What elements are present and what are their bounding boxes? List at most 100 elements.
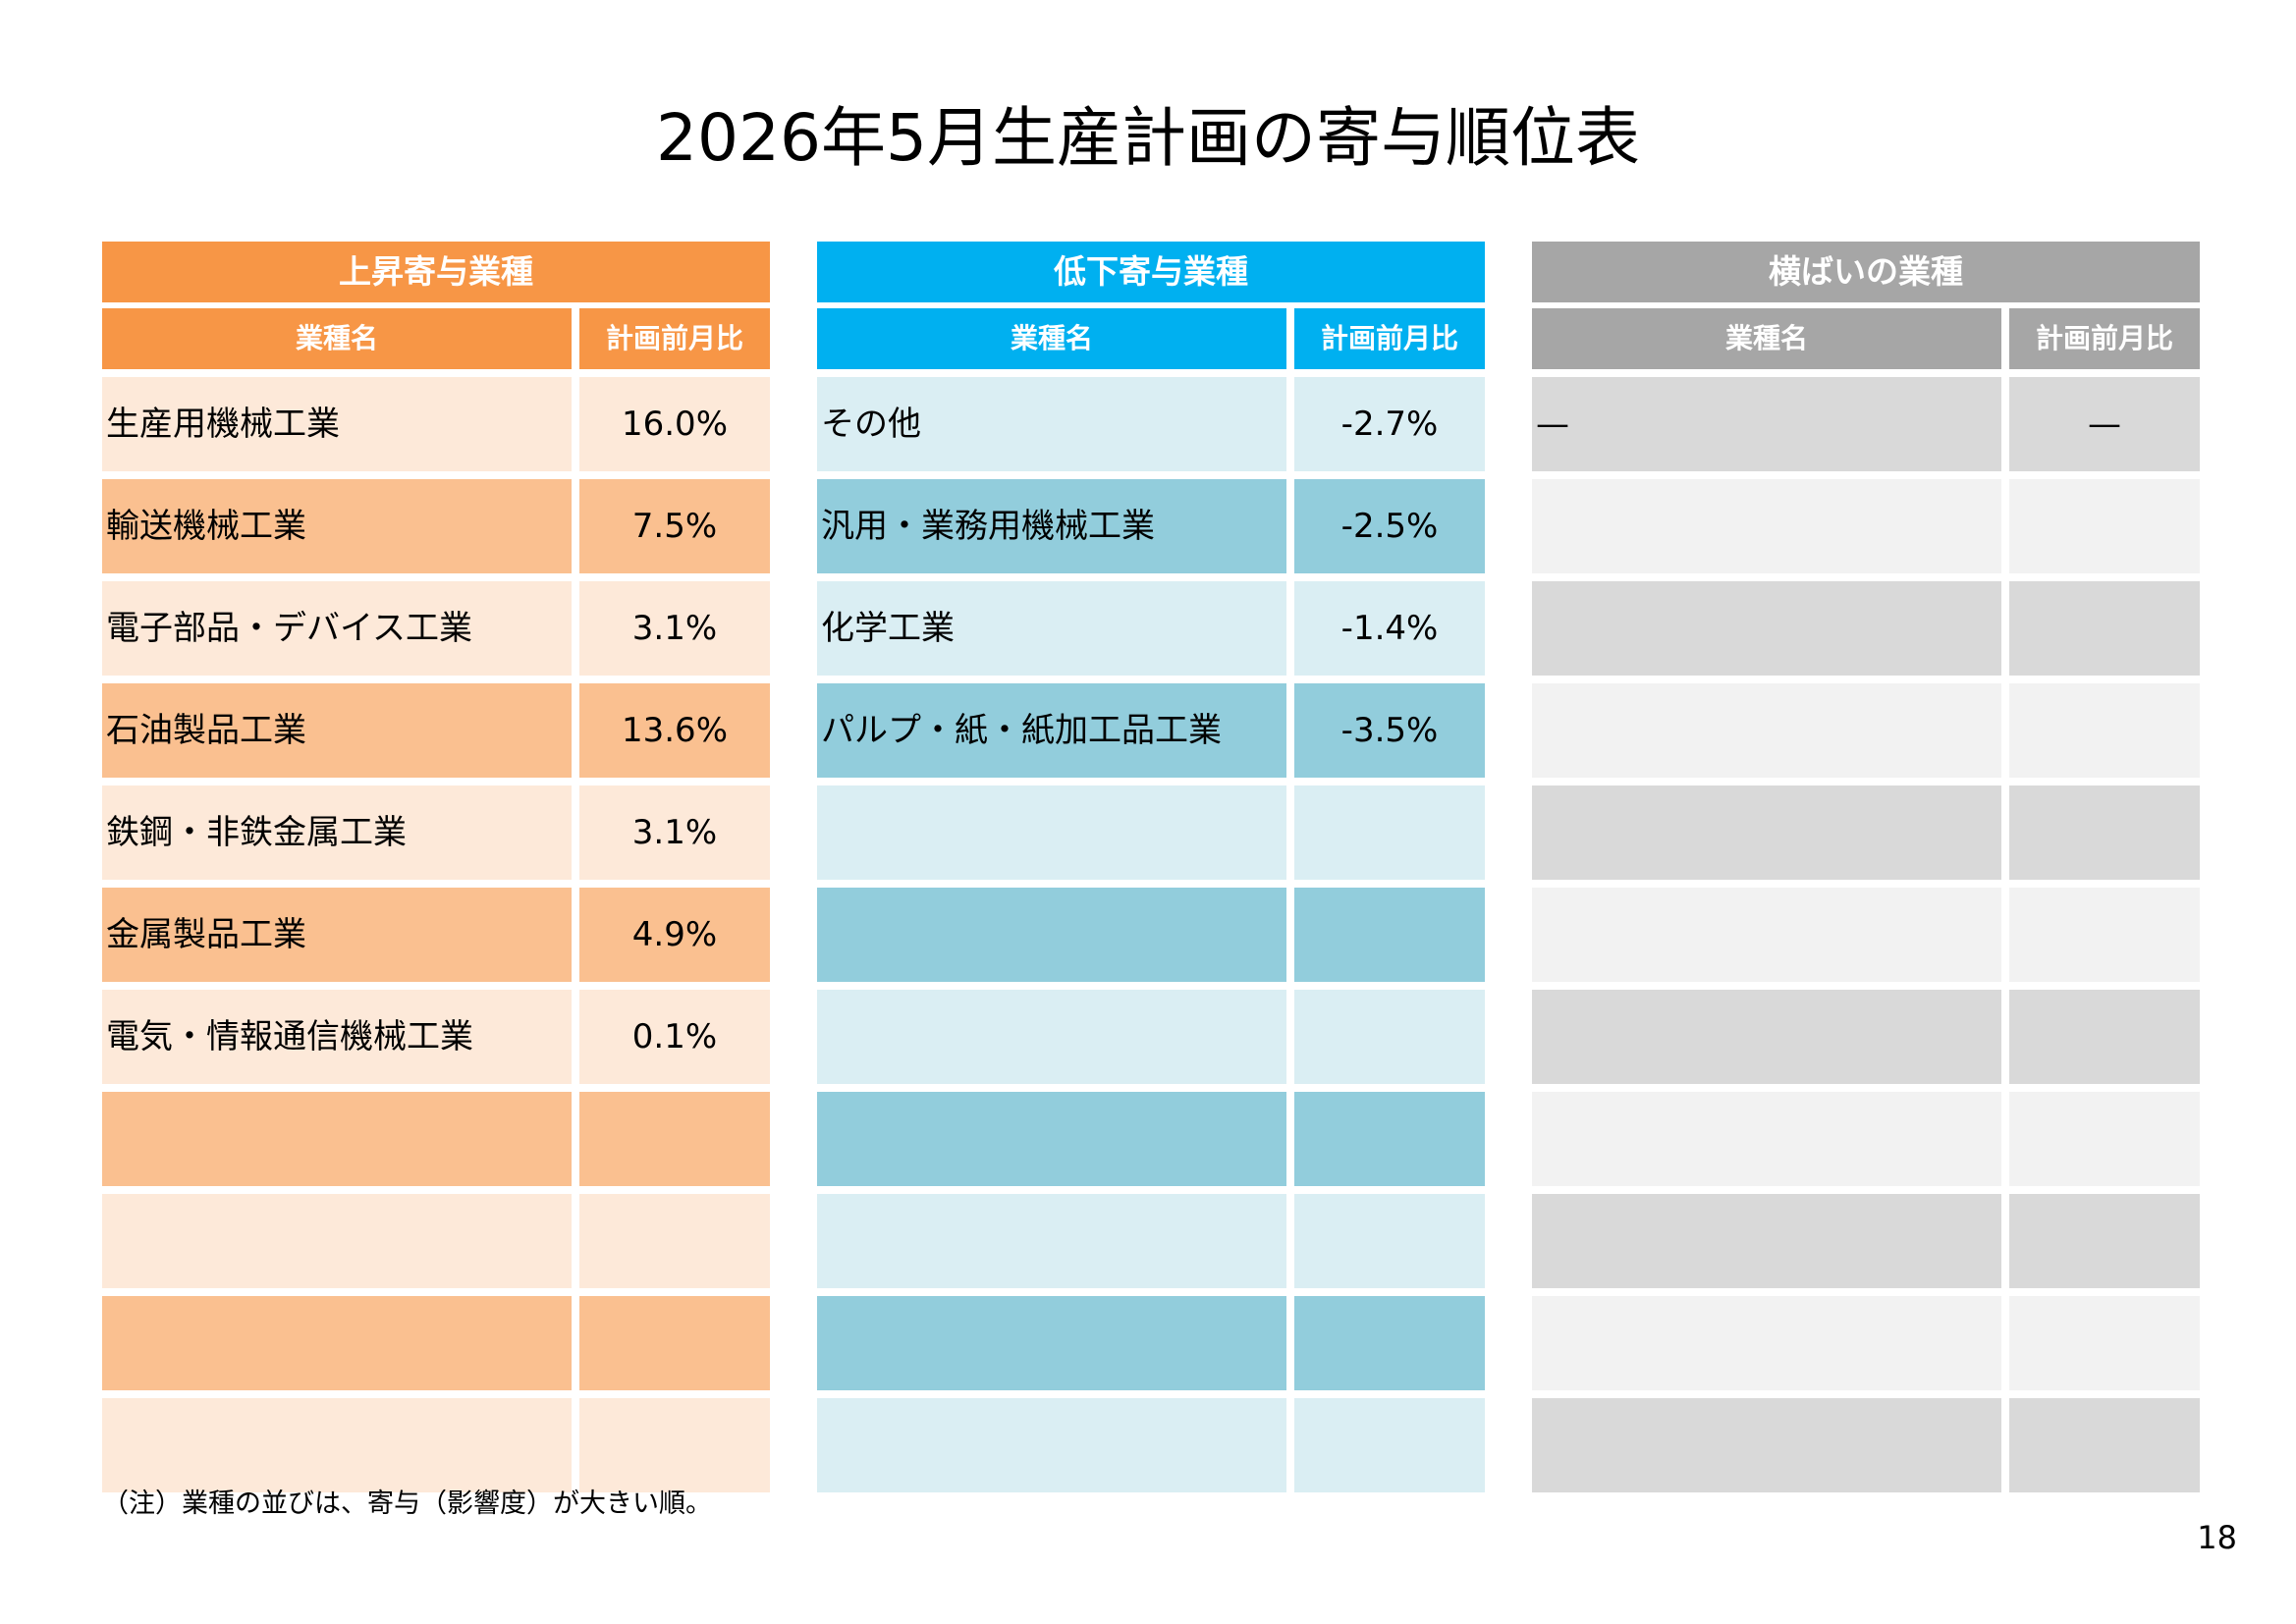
table-row bbox=[1532, 479, 2200, 573]
fall-col-name: 業種名 bbox=[817, 308, 1286, 369]
industry-name-cell bbox=[1532, 990, 2001, 1084]
flat-panel: 横ばいの業種 業種名 計画前月比 — — bbox=[1532, 242, 2200, 1492]
table-row bbox=[817, 1398, 1485, 1492]
industry-name-cell bbox=[817, 1194, 1286, 1288]
table-row bbox=[817, 990, 1485, 1084]
plan-change-cell bbox=[2009, 785, 2200, 880]
plan-change-cell bbox=[579, 1092, 770, 1186]
plan-change-cell bbox=[1294, 1092, 1485, 1186]
fall-rows: その他 -2.7% 汎用・業務用機械工業 -2.5% 化学工業 -1.4% パルプ・紙・紙加… bbox=[817, 377, 1485, 1492]
table-row: 鉄鋼・非鉄金属工業 3.1% bbox=[102, 785, 770, 880]
industry-name-cell bbox=[1532, 683, 2001, 778]
flat-col-value: 計画前月比 bbox=[2009, 308, 2200, 369]
table-row bbox=[1532, 1398, 2200, 1492]
plan-change-cell bbox=[2009, 1194, 2200, 1288]
industry-name-cell: 生産用機械工業 bbox=[102, 377, 572, 471]
table-row bbox=[1532, 1092, 2200, 1186]
table-row: 生産用機械工業 16.0% bbox=[102, 377, 770, 471]
industry-name-cell: 鉄鋼・非鉄金属工業 bbox=[102, 785, 572, 880]
plan-change-cell bbox=[579, 1194, 770, 1288]
plan-change-cell bbox=[2009, 581, 2200, 676]
industry-name-cell bbox=[817, 1296, 1286, 1390]
table-row bbox=[1532, 1194, 2200, 1288]
plan-change-cell: -2.5% bbox=[1294, 479, 1485, 573]
plan-change-cell bbox=[579, 1296, 770, 1390]
industry-name-cell bbox=[1532, 479, 2001, 573]
fall-column-header: 業種名 計画前月比 bbox=[817, 308, 1485, 369]
rise-panel-heading: 上昇寄与業種 bbox=[102, 242, 770, 302]
plan-change-cell bbox=[1294, 785, 1485, 880]
plan-change-cell: -2.7% bbox=[1294, 377, 1485, 471]
rise-panel: 上昇寄与業種 業種名 計画前月比 生産用機械工業 16.0% 輸送機械工業 7.5% 電… bbox=[102, 242, 770, 1492]
table-row bbox=[817, 785, 1485, 880]
industry-name-cell: 化学工業 bbox=[817, 581, 1286, 676]
table-row: 金属製品工業 4.9% bbox=[102, 888, 770, 982]
plan-change-cell bbox=[2009, 683, 2200, 778]
table-row bbox=[1532, 683, 2200, 778]
flat-panel-heading: 横ばいの業種 bbox=[1532, 242, 2200, 302]
industry-name-cell bbox=[1532, 785, 2001, 880]
industry-name-cell bbox=[817, 1398, 1286, 1492]
table-row bbox=[1532, 785, 2200, 880]
rise-col-value: 計画前月比 bbox=[579, 308, 770, 369]
table-row bbox=[1532, 1296, 2200, 1390]
industry-name-cell: 汎用・業務用機械工業 bbox=[817, 479, 1286, 573]
plan-change-cell bbox=[2009, 1092, 2200, 1186]
industry-name-cell bbox=[1532, 888, 2001, 982]
plan-change-cell bbox=[1294, 1296, 1485, 1390]
table-row: 石油製品工業 13.6% bbox=[102, 683, 770, 778]
page-number: 18 bbox=[2197, 1519, 2237, 1556]
plan-change-cell: -3.5% bbox=[1294, 683, 1485, 778]
industry-name-cell bbox=[102, 1296, 572, 1390]
industry-name-cell: 金属製品工業 bbox=[102, 888, 572, 982]
footnote: （注）業種の並びは、寄与（影響度）が大きい順。 bbox=[102, 1489, 712, 1519]
table-row: — — bbox=[1532, 377, 2200, 471]
industry-name-cell: その他 bbox=[817, 377, 1286, 471]
industry-name-cell bbox=[102, 1092, 572, 1186]
plan-change-cell bbox=[2009, 1296, 2200, 1390]
industry-name-cell bbox=[102, 1194, 572, 1288]
plan-change-cell bbox=[579, 1398, 770, 1492]
plan-change-cell bbox=[2009, 990, 2200, 1084]
plan-change-cell: 7.5% bbox=[579, 479, 770, 573]
industry-name-cell: — bbox=[1532, 377, 2001, 471]
table-row: その他 -2.7% bbox=[817, 377, 1485, 471]
industry-name-cell bbox=[1532, 1296, 2001, 1390]
table-row bbox=[1532, 990, 2200, 1084]
plan-change-cell: 13.6% bbox=[579, 683, 770, 778]
flat-column-header: 業種名 計画前月比 bbox=[1532, 308, 2200, 369]
fall-panel-heading: 低下寄与業種 bbox=[817, 242, 1485, 302]
table-row: 輸送機械工業 7.5% bbox=[102, 479, 770, 573]
plan-change-cell: 0.1% bbox=[579, 990, 770, 1084]
rise-col-name: 業種名 bbox=[102, 308, 572, 369]
table-row: パルプ・紙・紙加工品工業 -3.5% bbox=[817, 683, 1485, 778]
plan-change-cell: 3.1% bbox=[579, 581, 770, 676]
table-row bbox=[102, 1398, 770, 1492]
rise-rows: 生産用機械工業 16.0% 輸送機械工業 7.5% 電子部品・デバイス工業 3.1% 石油製… bbox=[102, 377, 770, 1492]
table-row: 化学工業 -1.4% bbox=[817, 581, 1485, 676]
plan-change-cell: -1.4% bbox=[1294, 581, 1485, 676]
industry-name-cell: 電子部品・デバイス工業 bbox=[102, 581, 572, 676]
industry-name-cell: 電気・情報通信機械工業 bbox=[102, 990, 572, 1084]
fall-panel: 低下寄与業種 業種名 計画前月比 その他 -2.7% 汎用・業務用機械工業 -2.5%… bbox=[817, 242, 1485, 1492]
plan-change-cell bbox=[2009, 1398, 2200, 1492]
plan-change-cell bbox=[1294, 1194, 1485, 1288]
plan-change-cell: 3.1% bbox=[579, 785, 770, 880]
industry-name-cell bbox=[1532, 581, 2001, 676]
plan-change-cell: 16.0% bbox=[579, 377, 770, 471]
table-row bbox=[1532, 888, 2200, 982]
industry-name-cell bbox=[817, 785, 1286, 880]
table-row bbox=[817, 1296, 1485, 1390]
table-row bbox=[102, 1296, 770, 1390]
plan-change-cell bbox=[2009, 888, 2200, 982]
plan-change-cell: 4.9% bbox=[579, 888, 770, 982]
industry-name-cell bbox=[1532, 1092, 2001, 1186]
table-row bbox=[102, 1194, 770, 1288]
table-row: 電子部品・デバイス工業 3.1% bbox=[102, 581, 770, 676]
table-row: 汎用・業務用機械工業 -2.5% bbox=[817, 479, 1485, 573]
industry-name-cell bbox=[817, 1092, 1286, 1186]
industry-name-cell bbox=[817, 888, 1286, 982]
industry-name-cell: 石油製品工業 bbox=[102, 683, 572, 778]
plan-change-cell bbox=[1294, 1398, 1485, 1492]
table-row bbox=[817, 1092, 1485, 1186]
